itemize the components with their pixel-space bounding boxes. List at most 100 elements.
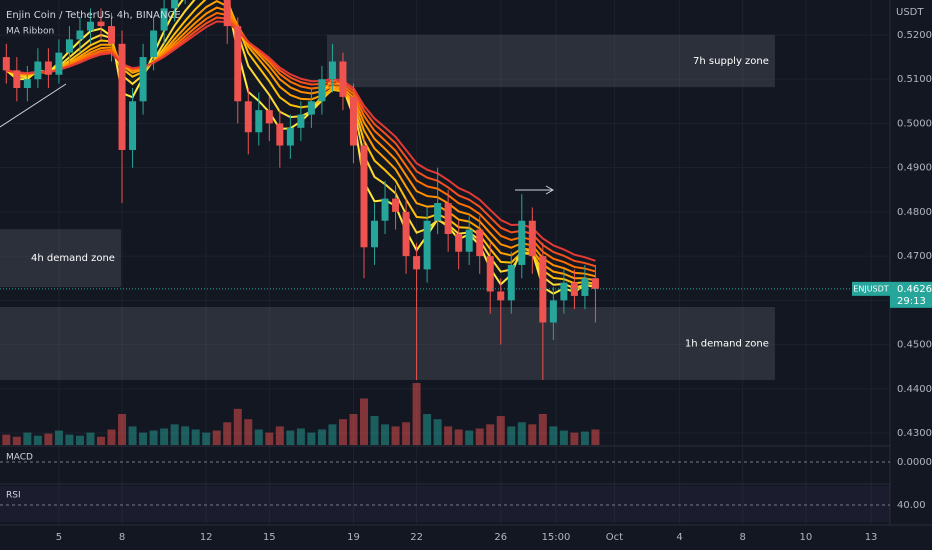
volume-bar <box>212 430 221 445</box>
volume-bar <box>317 429 326 445</box>
y-tick-label: 0.5000 <box>897 118 932 129</box>
volume-bar <box>202 432 211 445</box>
x-tick-label: Oct <box>606 532 623 543</box>
volume-bar <box>86 432 95 445</box>
volume-bar <box>580 431 589 445</box>
pane-tick-label: 0.0000 <box>897 457 932 468</box>
candle-body <box>423 220 431 270</box>
candle-body <box>476 229 484 257</box>
candle-body <box>360 145 368 248</box>
x-tick-label: 10 <box>799 532 812 543</box>
volume-bar <box>307 432 316 445</box>
volume-bar <box>191 429 200 445</box>
volume-bar <box>265 432 274 445</box>
candle-body <box>86 21 94 31</box>
candle-body <box>560 282 568 301</box>
volume-bar <box>33 435 42 445</box>
candle-body <box>34 61 42 80</box>
zone <box>0 306 775 380</box>
candle-body <box>444 203 452 235</box>
zone-label: 4h demand zone <box>31 253 115 264</box>
candle-body <box>76 30 84 40</box>
ma-ribbon-line <box>6 20 596 262</box>
chart-subtitle: MA Ribbon <box>6 27 54 37</box>
candle-body <box>265 110 273 124</box>
candle-body <box>434 203 442 221</box>
candle-body <box>139 57 147 102</box>
volume-bar <box>223 422 232 445</box>
ma-ribbon-line <box>6 11 596 273</box>
candle-body <box>160 8 168 31</box>
volume-bar <box>296 428 305 445</box>
zone-label: 7h supply zone <box>693 56 769 67</box>
candle-body <box>276 123 284 146</box>
candle-body <box>392 198 400 212</box>
volume-bar <box>233 408 242 445</box>
trend-line <box>0 83 67 128</box>
candle-body <box>171 0 179 9</box>
volume-bar <box>559 430 568 445</box>
x-tick-label: 4 <box>676 532 682 543</box>
candle-body <box>581 278 589 296</box>
price-tag <box>890 281 932 308</box>
candle-body <box>318 79 326 102</box>
ma-ribbon-line <box>5 0 596 282</box>
candle-body <box>108 26 116 44</box>
x-tick-label: 5 <box>56 532 62 543</box>
chart-title: Enjin Coin / TetherUS, 4h, BINANCE <box>6 10 181 21</box>
x-tick-label: 8 <box>740 532 746 543</box>
x-tick-label: 12 <box>200 532 213 543</box>
volume-bar <box>538 414 547 445</box>
candle-body <box>234 26 242 102</box>
volume-bar <box>12 436 21 445</box>
volume-bar <box>381 424 390 445</box>
countdown-label: 29:13 <box>897 296 926 307</box>
y-tick-label: 0.5200 <box>897 30 932 41</box>
candle-body <box>486 256 494 292</box>
candle-body <box>507 264 515 301</box>
y-tick-label: 0.5100 <box>897 74 932 85</box>
rsi-band <box>0 486 890 522</box>
candle-body <box>223 0 231 27</box>
volume-bar <box>2 434 11 445</box>
volume-bar <box>149 430 158 445</box>
symbol-tag <box>852 281 890 296</box>
candle-body <box>150 30 158 58</box>
ma-ribbon-line <box>6 6 596 278</box>
x-tick-label: 8 <box>119 532 125 543</box>
candle-body <box>65 39 73 53</box>
volume-bar <box>275 426 284 445</box>
volume-bar <box>349 414 358 445</box>
volume-bar <box>465 430 474 445</box>
candle-body <box>244 101 252 133</box>
volume-bar <box>160 428 169 445</box>
candle-body <box>97 21 105 27</box>
volume-bar <box>44 433 53 445</box>
candle-body <box>129 101 137 150</box>
volume-bar <box>107 429 116 445</box>
candle-body <box>570 282 578 296</box>
x-tick-label: 19 <box>347 532 360 543</box>
candle-body <box>518 220 526 265</box>
x-tick-label: 22 <box>410 532 423 543</box>
volume-bar <box>591 429 600 445</box>
candle-body <box>328 61 336 80</box>
candle-body <box>339 61 347 97</box>
volume-bar <box>359 398 368 445</box>
pane-label: MACD <box>6 453 33 463</box>
volume-bar <box>423 414 432 445</box>
zone <box>326 34 775 88</box>
volume-bar <box>528 424 537 445</box>
volume-bar <box>496 416 505 445</box>
pane-tick-label: 40.00 <box>897 500 926 511</box>
volume-bar <box>118 414 127 445</box>
volume-bar <box>444 426 453 445</box>
candle-body <box>402 211 410 257</box>
y-tick-label: 0.4400 <box>897 384 932 395</box>
zone <box>0 229 121 288</box>
x-tick-label: 15 <box>263 532 276 543</box>
x-tick-label: 13 <box>865 532 878 543</box>
candle-body <box>23 79 31 89</box>
volume-bar <box>23 432 32 445</box>
